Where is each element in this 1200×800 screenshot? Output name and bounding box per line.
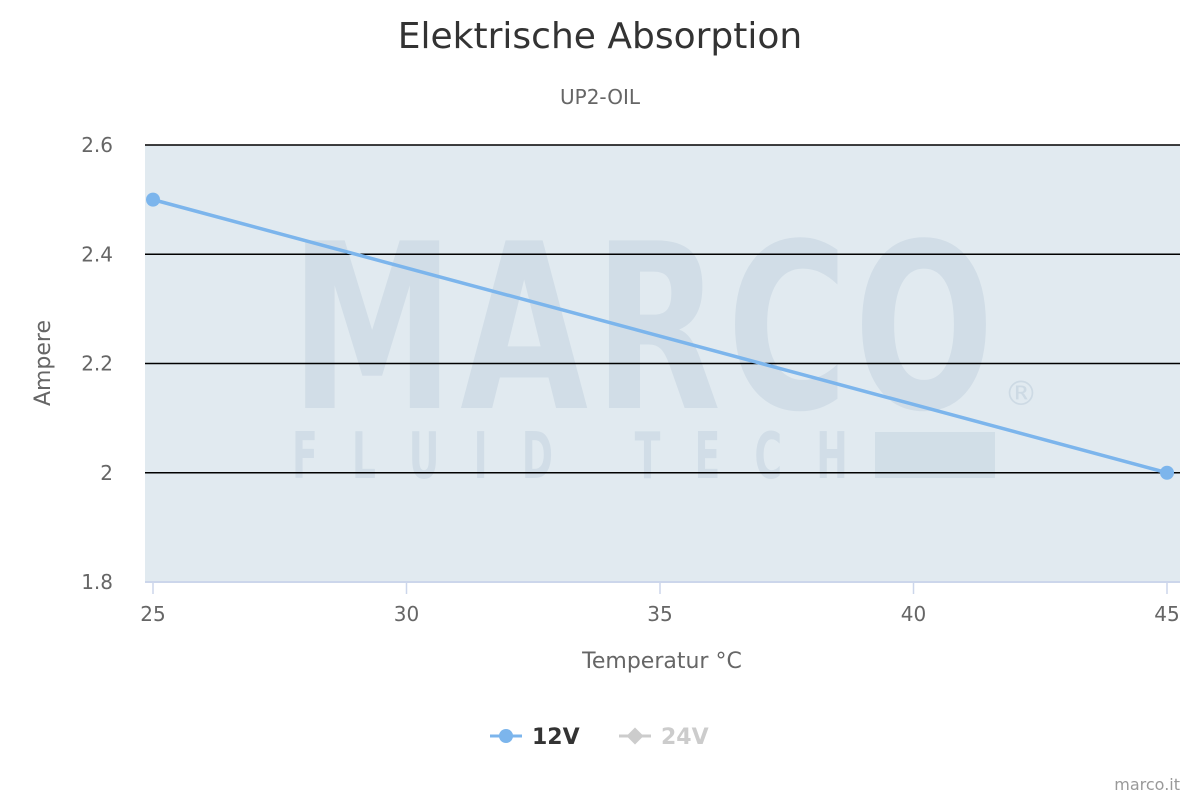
x-tick-label: 30 bbox=[394, 602, 419, 626]
legend-item-24v[interactable]: 24V bbox=[619, 725, 709, 750]
chart-subtitle: UP2-OIL bbox=[560, 85, 641, 109]
data-point[interactable] bbox=[1160, 465, 1174, 480]
watermark-tagline: FLUID TECH bbox=[292, 420, 882, 494]
watermark-block bbox=[875, 432, 995, 478]
y-tick-label: 2.4 bbox=[81, 242, 113, 266]
x-tick-label: 35 bbox=[647, 602, 672, 626]
watermark: MARCO ® FLUID TECH bbox=[290, 196, 1038, 494]
registered-mark: ® bbox=[1004, 374, 1038, 414]
legend-label-24v: 24V bbox=[661, 725, 709, 750]
grid-lines bbox=[145, 144, 1180, 474]
y-tick-label: 1.8 bbox=[81, 570, 113, 594]
legend: 12V 24V bbox=[490, 725, 709, 750]
y-tick-label: 2 bbox=[100, 461, 113, 485]
y-tick-label: 2.2 bbox=[81, 352, 113, 376]
x-tick-label: 45 bbox=[1154, 602, 1179, 626]
series-line-12v bbox=[151, 197, 1169, 475]
credit-link[interactable]: marco.it bbox=[1114, 775, 1180, 794]
series-area bbox=[146, 192, 1174, 480]
y-axis: 1.8 2 2.2 2.4 2.6 bbox=[81, 133, 113, 594]
legend-item-12v[interactable]: 12V bbox=[490, 725, 580, 750]
data-point[interactable] bbox=[146, 192, 160, 207]
x-axis-title: Temperatur °C bbox=[581, 649, 742, 674]
chart-title: Elektrische Absorption bbox=[398, 16, 803, 57]
legend-marker-12v bbox=[499, 729, 513, 743]
x-tick-label: 25 bbox=[140, 602, 165, 626]
y-axis-title: Ampere bbox=[31, 320, 56, 406]
x-tick-label: 40 bbox=[901, 602, 926, 626]
y-tick-label: 2.6 bbox=[81, 133, 113, 157]
legend-marker-24v bbox=[626, 727, 644, 745]
x-axis: 25 30 35 40 45 bbox=[140, 582, 1180, 626]
legend-label-12v: 12V bbox=[532, 725, 580, 750]
